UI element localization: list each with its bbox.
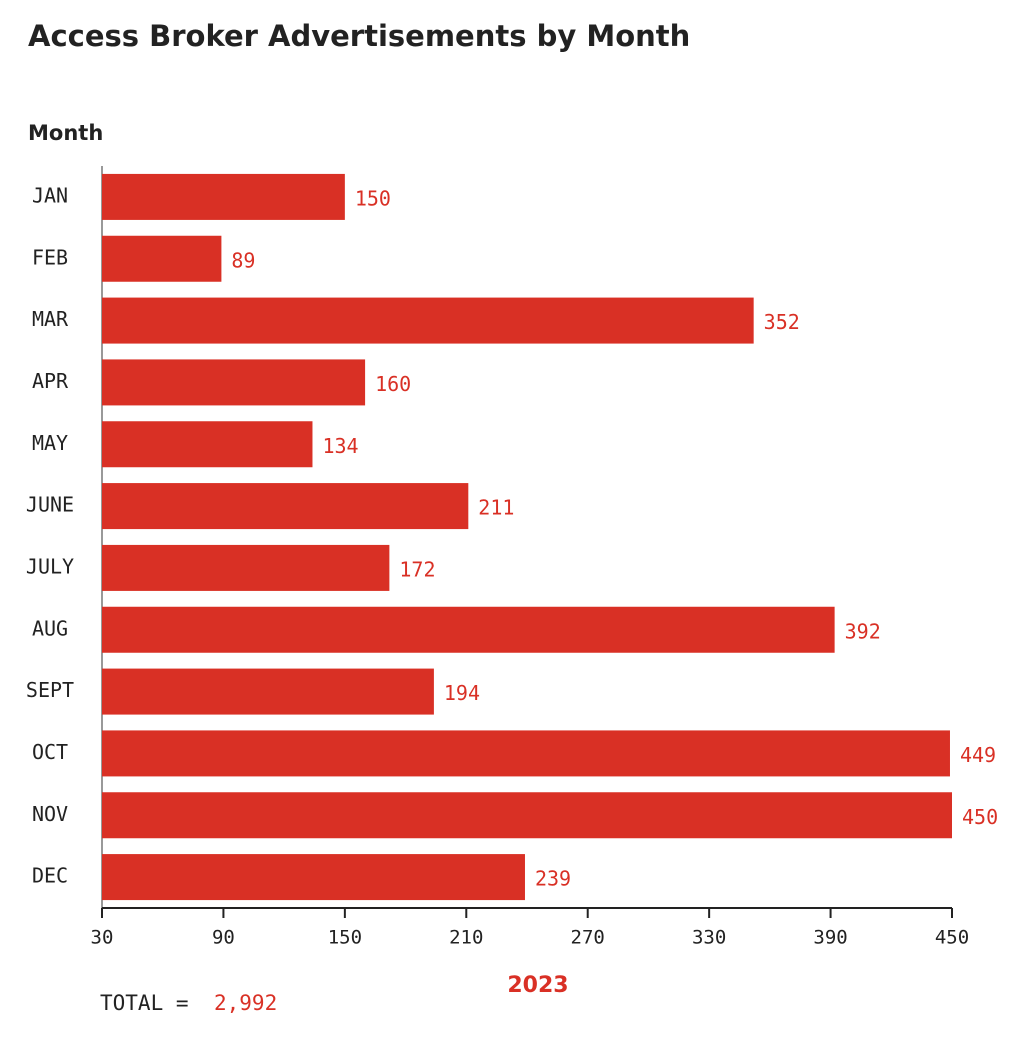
bar xyxy=(102,359,366,406)
bar xyxy=(102,173,345,220)
y-tick-label: AUG xyxy=(32,616,68,640)
x-tick-label: 270 xyxy=(571,927,605,949)
value-label: 211 xyxy=(478,496,514,520)
bar xyxy=(102,297,754,344)
x-tick-label: 30 xyxy=(91,927,114,949)
x-tick-label: 330 xyxy=(692,927,726,949)
y-tick-label: JAN xyxy=(32,183,68,207)
value-label: 89 xyxy=(231,248,255,272)
x-tick-label: 210 xyxy=(449,927,483,949)
chart-title: Access Broker Advertisements by Month xyxy=(28,19,690,53)
bar xyxy=(102,483,469,530)
value-label: 239 xyxy=(535,867,571,891)
value-label: 194 xyxy=(444,681,480,705)
y-tick-label: JULY xyxy=(26,554,74,578)
y-tick-label: OCT xyxy=(32,740,68,764)
y-tick-label: JUNE xyxy=(26,493,74,517)
x-tick-label: 90 xyxy=(212,927,235,949)
value-label: 392 xyxy=(845,619,881,643)
bar xyxy=(102,792,952,839)
bar xyxy=(102,606,835,653)
x-axis-title: 2023 xyxy=(507,973,568,998)
value-label: 352 xyxy=(764,310,800,334)
value-label: 160 xyxy=(375,372,411,396)
y-axis-title: Month xyxy=(28,121,103,145)
total-value: 2,992 xyxy=(214,991,277,1015)
x-tick-label: 390 xyxy=(813,927,847,949)
y-tick-label: FEB xyxy=(32,245,68,269)
bar xyxy=(102,854,525,901)
y-tick-label: MAY xyxy=(32,431,68,455)
value-label: 450 xyxy=(962,805,998,829)
value-label: 150 xyxy=(355,186,391,210)
bar xyxy=(102,421,313,468)
y-tick-label: NOV xyxy=(32,802,68,826)
y-tick-label: APR xyxy=(32,369,69,393)
value-label: 134 xyxy=(322,434,358,458)
value-label: 172 xyxy=(399,557,435,581)
value-label: 449 xyxy=(960,743,996,767)
bar xyxy=(102,235,222,282)
y-tick-label: SEPT xyxy=(26,678,74,702)
x-tick-label: 450 xyxy=(935,927,969,949)
bar xyxy=(102,730,950,777)
bar xyxy=(102,544,390,591)
bar xyxy=(102,668,434,715)
x-tick-label: 150 xyxy=(328,927,362,949)
y-tick-label: DEC xyxy=(32,864,68,888)
total-label: TOTAL = xyxy=(100,991,189,1015)
y-tick-label: MAR xyxy=(32,307,69,331)
